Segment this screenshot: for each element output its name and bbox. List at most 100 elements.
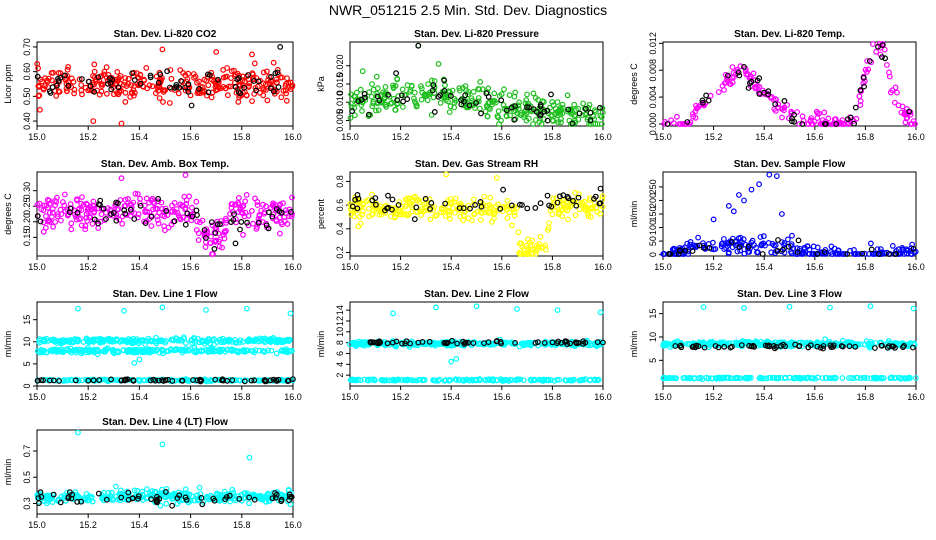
data-point (142, 220, 149, 227)
data-point (430, 82, 437, 89)
data-point (77, 215, 84, 222)
x-tick-label: 15.8 (233, 262, 251, 272)
data-point (129, 495, 136, 502)
data-point (269, 495, 276, 502)
data-point (910, 344, 916, 351)
data-point (196, 219, 203, 226)
data-point (41, 336, 48, 343)
data-point (36, 200, 43, 207)
y-axis-label: degrees C (3, 193, 13, 235)
data-point (173, 81, 180, 88)
data-point (729, 64, 736, 70)
data-point (130, 377, 137, 384)
data-point (410, 377, 417, 384)
data-point (396, 199, 403, 205)
data-point (860, 74, 867, 81)
x-tick-label: 15.6 (182, 262, 200, 272)
data-point (390, 310, 396, 317)
data-point (587, 342, 594, 349)
data-point (816, 110, 823, 117)
data-point (690, 113, 697, 120)
data-point (456, 376, 462, 383)
data-point (94, 348, 101, 354)
data-point (179, 377, 186, 384)
data-point (684, 240, 691, 247)
data-point (599, 105, 606, 112)
data-point (376, 338, 383, 345)
data-point (721, 236, 727, 242)
data-point (565, 106, 572, 113)
data-point (89, 220, 96, 227)
data-point (504, 197, 511, 204)
series-black (34, 195, 294, 252)
x-tick-label: 15.6 (806, 132, 824, 142)
data-point (222, 348, 229, 355)
data-point (119, 220, 126, 227)
data-point (40, 228, 47, 235)
data-point (65, 63, 71, 70)
data-point (251, 60, 258, 67)
data-point (868, 246, 875, 253)
y-tick-label: 12 (335, 316, 345, 326)
data-point (110, 349, 116, 356)
series-main (34, 172, 296, 257)
data-point (108, 376, 114, 383)
data-point (426, 338, 433, 345)
data-point (50, 491, 57, 498)
data-point (592, 377, 599, 384)
data-point (220, 74, 227, 81)
x-tick-label: 15.6 (493, 262, 511, 272)
data-point (724, 75, 730, 82)
data-point (554, 99, 561, 105)
data-point (91, 88, 98, 95)
data-point (910, 305, 917, 312)
data-point (500, 102, 507, 108)
data-point (41, 202, 48, 209)
data-point (756, 90, 763, 97)
data-point (359, 107, 365, 114)
x-tick-label: 15.2 (705, 132, 723, 142)
data-point (260, 201, 266, 208)
data-point (62, 72, 68, 79)
data-point (498, 97, 505, 104)
data-point (169, 502, 176, 509)
y-tick-label: 0.020 (335, 54, 345, 77)
data-point (905, 247, 911, 254)
data-point (150, 206, 156, 213)
data-point (907, 111, 914, 118)
data-point (252, 347, 259, 354)
data-point (199, 337, 206, 344)
data-point (278, 94, 285, 101)
data-point (182, 221, 189, 228)
data-point (486, 377, 493, 384)
data-point (359, 68, 366, 75)
data-point (524, 205, 531, 212)
data-point (669, 342, 676, 349)
data-point (78, 222, 85, 229)
data-point (68, 226, 75, 233)
data-point (179, 83, 186, 90)
y-axis-label: ml/min (316, 331, 326, 358)
x-tick-label: 16.0 (907, 392, 925, 402)
data-point (208, 94, 215, 101)
y-tick-label: 250 (648, 179, 658, 194)
data-point (548, 91, 554, 98)
data-point (75, 305, 81, 312)
data-point (466, 377, 473, 384)
data-point (169, 378, 176, 384)
data-point (442, 82, 448, 89)
data-point (147, 74, 154, 81)
data-point (744, 71, 751, 77)
data-point (565, 195, 572, 202)
y-tick-label: 0 (648, 252, 658, 257)
data-point (721, 86, 727, 93)
data-point (107, 493, 114, 499)
data-point (703, 92, 709, 99)
y-tick-label: 0.004 (648, 86, 658, 109)
data-point (856, 93, 863, 100)
data-point (195, 237, 202, 244)
data-point (805, 344, 812, 351)
data-point (215, 238, 222, 245)
data-point (532, 94, 539, 101)
series-black (349, 185, 604, 223)
